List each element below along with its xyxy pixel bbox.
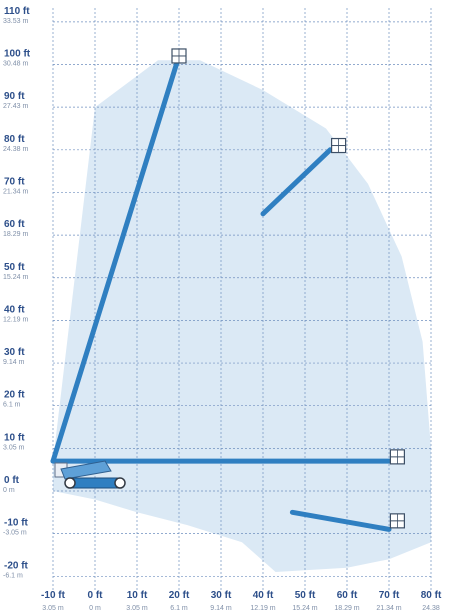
chassis-icon [60,460,112,480]
platform-basket-icon-1 [171,48,187,64]
y-tick-label-ft: 90 ft [4,91,25,102]
y-tick-label-m: 21.34 m [3,188,28,195]
y-tick-label-ft: 0 ft [4,475,20,486]
boom-position-1 [50,53,182,464]
y-tick-label-ft: 100 ft [4,49,31,60]
x-tick-label-m: 24.38 [422,605,440,612]
y-tick-label-m: 6.1 m [3,402,21,409]
y-tick-label-ft: 60 ft [4,219,25,230]
platform-basket-icon-2 [331,137,347,154]
y-tick-label-ft: -10 ft [4,518,29,529]
y-tick-label-ft: 20 ft [4,390,25,401]
grid-layer [52,8,432,590]
work-envelope-layer [53,60,431,572]
x-tick-label-m: 0 m [89,605,101,612]
y-tick-label-m: 27.43 m [3,103,28,110]
y-tick-label-ft: 40 ft [4,304,25,315]
work-envelope-area [53,60,431,572]
x-tick-label-ft: 60 ft [337,590,358,601]
machine-base [54,460,126,489]
x-tick-label-m: 12.19 m [250,605,275,612]
wheel-icon [64,477,76,489]
y-tick-label-m: 18.29 m [3,231,28,238]
x-tick-label-m: 6.1 m [170,605,188,612]
x-tick-label-ft: 70 ft [379,590,400,601]
y-tick-label-m: 9.14 m [3,359,25,366]
x-tick-label-ft: 20 ft [169,590,190,601]
platform-basket-icon-4 [389,513,405,529]
x-tick-label-m: 18.29 m [334,605,359,612]
x-tick-label-ft: 0 ft [88,590,104,601]
y-tick-label-m: 24.38 m [3,146,28,153]
x-tick-label-m: 21.34 m [376,605,401,612]
y-tick-label-m: -6.1 m [3,572,23,579]
y-tick-label-ft: 30 ft [4,347,25,358]
x-tick-label-m: 9.14 m [210,605,232,612]
y-tick-label-m: 30.48 m [3,61,28,68]
x-tick-label-ft: 10 ft [127,590,148,601]
x-tick-label-ft: 80 ft [421,590,442,601]
x-tick-label-m: 3.05 m [42,605,64,612]
x-tick-label-ft: 30 ft [211,590,232,601]
y-tick-label-m: 15.24 m [3,274,28,281]
boom-layer [50,53,396,532]
x-tick-label-ft: -10 ft [41,590,66,601]
x-tick-label-m: 3.05 m [126,605,148,612]
platform-layer [171,48,405,529]
y-tick-label-m: 12.19 m [3,316,28,323]
y-tick-label-ft: 110 ft [4,6,30,17]
x-tick-label-ft: 40 ft [253,590,274,601]
y-tick-label-ft: 50 ft [4,262,25,273]
x-tick-label-ft: 50 ft [295,590,316,601]
y-tick-label-m: -3.05 m [3,530,27,537]
y-tick-label-m: 33.53 m [3,18,28,25]
y-tick-label-m: 3.05 m [3,444,25,451]
boom-position-4 [289,509,392,532]
wheel-icon [114,477,126,489]
x-tick-label-m: 15.24 m [292,605,317,612]
y-tick-label-ft: 10 ft [4,432,25,443]
boom-position-3 [260,147,333,217]
y-tick-label-m: 0 m [3,487,15,494]
y-tick-label-ft: 70 ft [4,176,25,187]
platform-basket-icon-3 [389,449,405,465]
y-tick-label-ft: -20 ft [4,560,29,571]
y-tick-label-ft: 80 ft [4,134,25,145]
